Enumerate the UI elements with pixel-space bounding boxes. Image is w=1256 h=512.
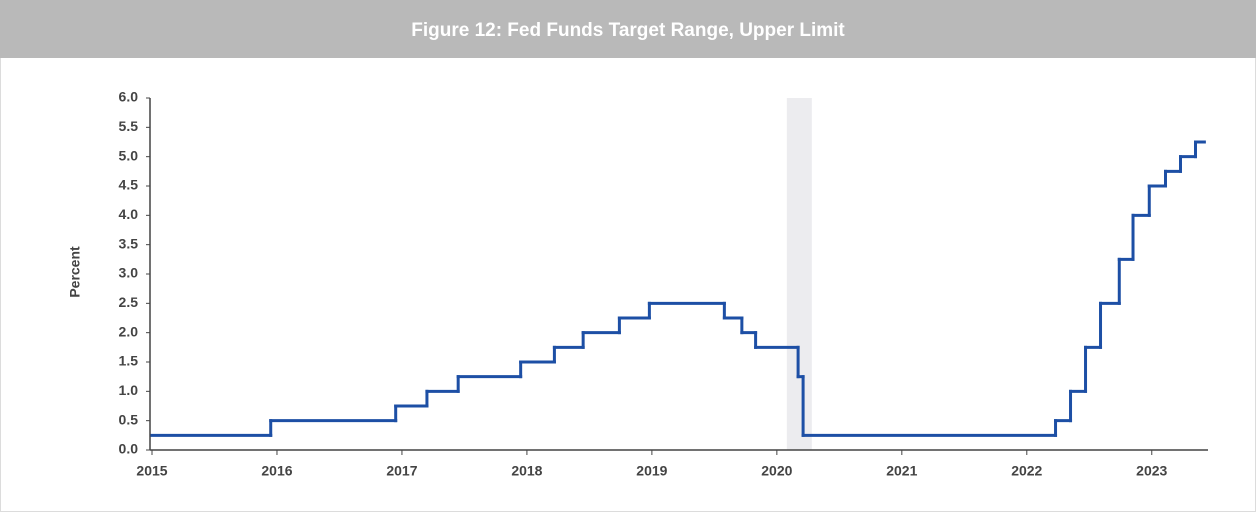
y-tick-label: 3.0 bbox=[119, 265, 139, 281]
y-tick-label: 4.5 bbox=[119, 177, 139, 193]
y-tick-label: 5.5 bbox=[119, 118, 139, 134]
title-bar bbox=[0, 0, 1256, 58]
x-tick-label: 2016 bbox=[261, 463, 292, 479]
y-tick-label: 4.0 bbox=[119, 206, 139, 222]
x-tick-label: 2017 bbox=[386, 463, 417, 479]
y-tick-label: 1.5 bbox=[119, 353, 139, 369]
chart-title: Figure 12: Fed Funds Target Range, Upper… bbox=[411, 20, 845, 41]
x-tick-label: 2023 bbox=[1136, 463, 1167, 479]
x-tick-label: 2015 bbox=[136, 463, 167, 479]
recession-shade bbox=[786, 98, 812, 450]
y-tick-label: 1.0 bbox=[119, 382, 139, 398]
y-axis-label: Percent bbox=[67, 246, 83, 298]
y-tick-label: 0.5 bbox=[119, 411, 139, 427]
x-tick-label: 2022 bbox=[1011, 463, 1042, 479]
y-tick-label: 5.0 bbox=[119, 147, 139, 163]
x-tick-label: 2020 bbox=[761, 463, 792, 479]
x-tick-label: 2021 bbox=[886, 463, 917, 479]
y-tick-label: 2.0 bbox=[119, 323, 139, 339]
y-tick-label: 3.5 bbox=[119, 235, 139, 251]
x-tick-label: 2018 bbox=[511, 463, 542, 479]
y-tick-label: 0.0 bbox=[119, 441, 139, 457]
y-tick-label: 6.0 bbox=[119, 89, 139, 105]
x-tick-label: 2019 bbox=[636, 463, 667, 479]
y-tick-label: 2.5 bbox=[119, 294, 139, 310]
